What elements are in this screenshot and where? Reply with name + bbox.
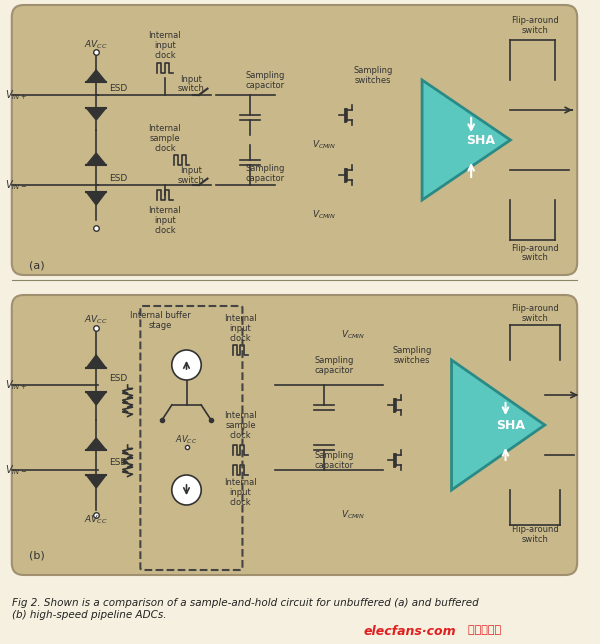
Text: input: input xyxy=(154,216,176,225)
Text: $V_{IN+}$: $V_{IN+}$ xyxy=(5,88,27,102)
Text: $V_{IN-}$: $V_{IN-}$ xyxy=(5,178,27,192)
Text: stage: stage xyxy=(148,321,172,330)
Text: clock: clock xyxy=(230,334,251,343)
Text: Sampling: Sampling xyxy=(314,355,353,365)
Polygon shape xyxy=(422,80,511,200)
Polygon shape xyxy=(86,70,106,82)
Polygon shape xyxy=(452,360,545,490)
Text: Sampling: Sampling xyxy=(245,164,285,173)
Text: input: input xyxy=(230,488,251,497)
FancyBboxPatch shape xyxy=(12,295,577,575)
Text: Internal: Internal xyxy=(224,477,257,486)
Text: input: input xyxy=(230,323,251,332)
Text: clock: clock xyxy=(230,430,251,439)
Text: Sampling: Sampling xyxy=(353,66,392,75)
Text: Internal buffer: Internal buffer xyxy=(130,310,190,319)
Text: Internal: Internal xyxy=(224,314,257,323)
Text: $V_{CMIN}$: $V_{CMIN}$ xyxy=(312,209,336,222)
Text: switch: switch xyxy=(521,252,548,261)
Text: Input: Input xyxy=(181,166,202,175)
Polygon shape xyxy=(86,153,106,165)
Text: Flip-around: Flip-around xyxy=(511,15,559,24)
Text: switches: switches xyxy=(355,75,391,84)
Text: ESD: ESD xyxy=(109,84,127,93)
Text: switch: switch xyxy=(521,536,548,544)
Text: Internal: Internal xyxy=(149,30,181,39)
Text: 电子发烧友: 电子发烧友 xyxy=(461,625,502,635)
Text: switches: switches xyxy=(394,355,431,365)
Text: clock: clock xyxy=(154,225,176,234)
Text: switch: switch xyxy=(178,176,205,184)
Text: input: input xyxy=(154,41,176,50)
Text: Flip-around: Flip-around xyxy=(511,243,559,252)
Text: $V_{CMIN}$: $V_{CMIN}$ xyxy=(341,328,365,341)
Polygon shape xyxy=(86,108,106,120)
Text: Input: Input xyxy=(181,75,202,84)
Text: sample: sample xyxy=(225,421,256,430)
Text: Flip-around: Flip-around xyxy=(511,526,559,535)
Text: $V_{IN-}$: $V_{IN-}$ xyxy=(5,463,27,477)
Text: $AV_{CC}$: $AV_{CC}$ xyxy=(85,39,108,52)
Text: $AV_{CC}$: $AV_{CC}$ xyxy=(85,514,108,526)
Text: Sampling: Sampling xyxy=(392,345,432,354)
Text: capacitor: capacitor xyxy=(314,366,353,375)
Text: (a): (a) xyxy=(29,260,45,270)
Text: elecfans·com: elecfans·com xyxy=(363,625,456,638)
Text: Flip-around: Flip-around xyxy=(511,303,559,312)
Polygon shape xyxy=(86,392,106,405)
Text: Internal: Internal xyxy=(149,124,181,133)
Text: $V_{IN+}$: $V_{IN+}$ xyxy=(5,378,27,392)
Text: $V_{CMIN}$: $V_{CMIN}$ xyxy=(312,138,336,151)
Text: Internal: Internal xyxy=(149,205,181,214)
Text: Sampling: Sampling xyxy=(314,451,353,460)
Text: SHA: SHA xyxy=(466,133,496,146)
Text: $V_{CMIN}$: $V_{CMIN}$ xyxy=(341,509,365,521)
Text: ESD: ESD xyxy=(109,173,127,182)
Circle shape xyxy=(172,475,201,505)
Text: ESD: ESD xyxy=(109,457,127,466)
Text: clock: clock xyxy=(230,498,251,506)
Text: (b): (b) xyxy=(29,550,45,560)
Circle shape xyxy=(172,350,201,380)
Text: clock: clock xyxy=(154,50,176,59)
Polygon shape xyxy=(86,438,106,450)
Text: Internal: Internal xyxy=(224,410,257,419)
Text: capacitor: capacitor xyxy=(245,80,284,90)
Text: switch: switch xyxy=(521,26,548,35)
Text: Sampling: Sampling xyxy=(245,70,285,79)
FancyBboxPatch shape xyxy=(12,5,577,275)
Polygon shape xyxy=(86,192,106,205)
Text: ESD: ESD xyxy=(109,374,127,383)
Polygon shape xyxy=(86,355,106,368)
Text: capacitor: capacitor xyxy=(245,173,284,182)
Text: SHA: SHA xyxy=(496,419,525,431)
Text: Fig 2. Shown is a comparison of a sample-and-hold circuit for unbuffered (a) and: Fig 2. Shown is a comparison of a sample… xyxy=(12,598,479,620)
Text: $AV_{CC}$: $AV_{CC}$ xyxy=(175,434,197,446)
Text: $AV_{CC}$: $AV_{CC}$ xyxy=(85,314,108,327)
Text: switch: switch xyxy=(178,84,205,93)
Text: clock: clock xyxy=(154,144,176,153)
Text: capacitor: capacitor xyxy=(314,460,353,469)
Text: switch: switch xyxy=(521,314,548,323)
Polygon shape xyxy=(86,475,106,488)
Text: sample: sample xyxy=(149,133,180,142)
